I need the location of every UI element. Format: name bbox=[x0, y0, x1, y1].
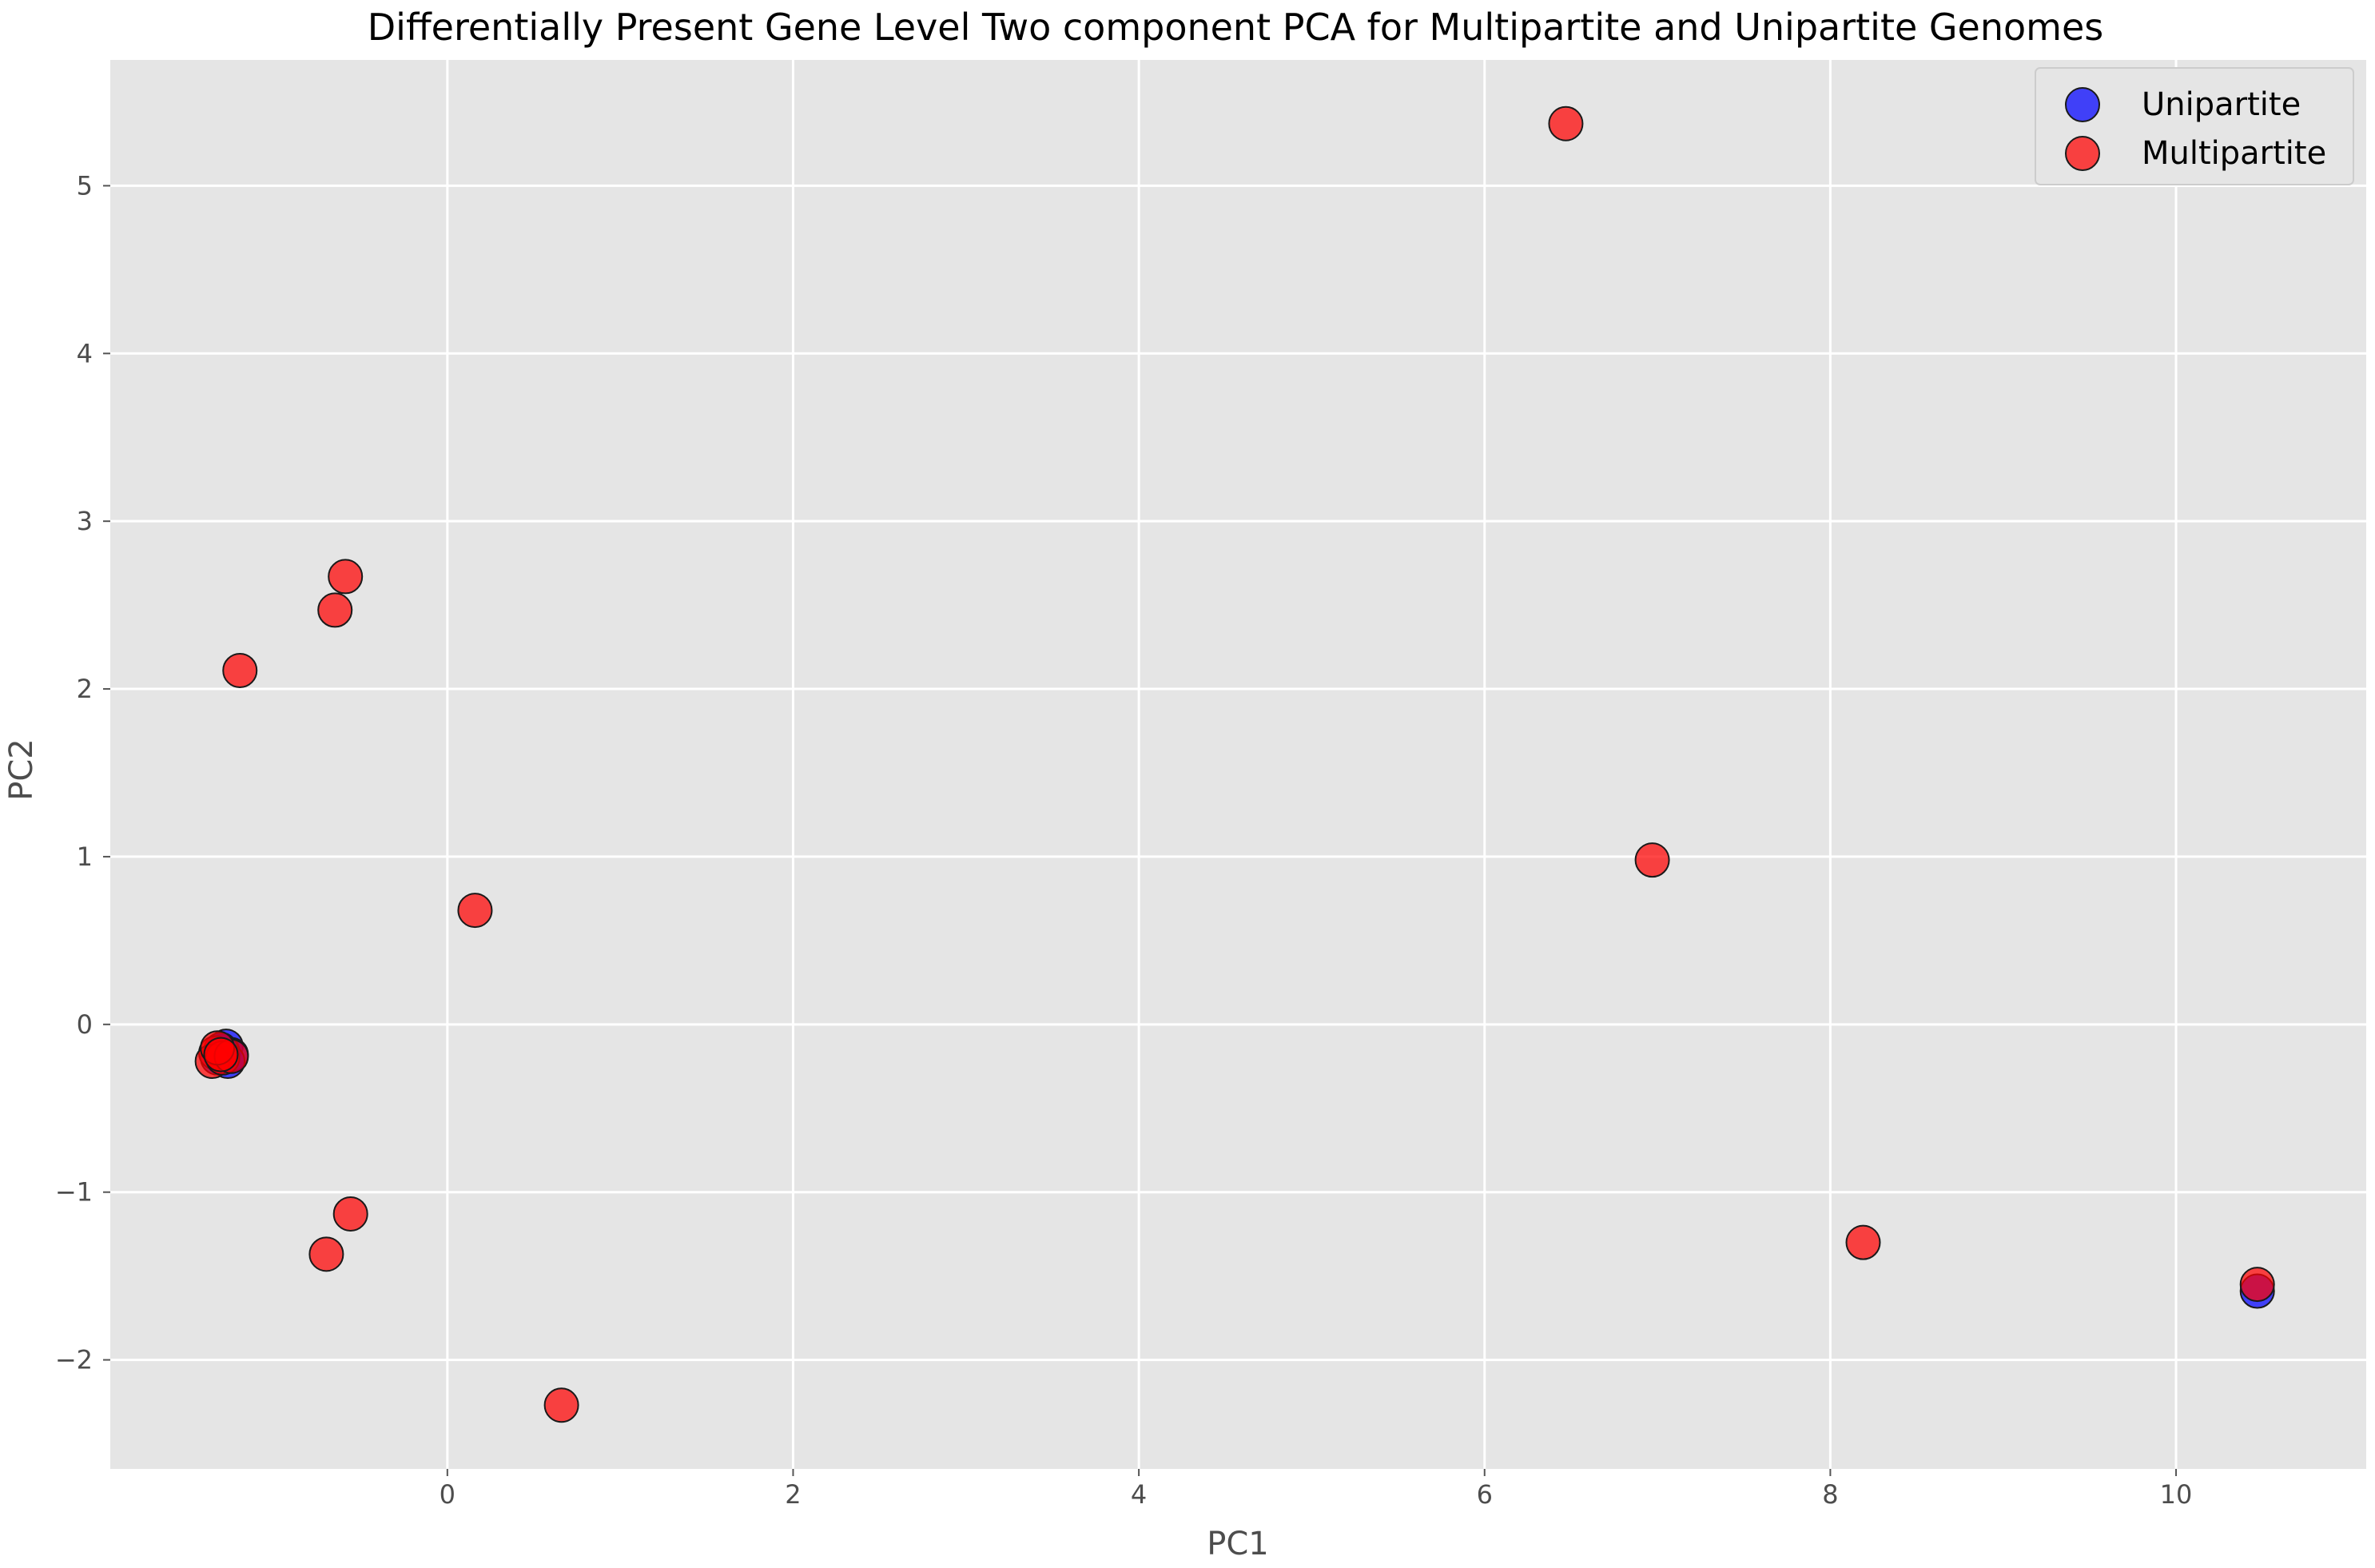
multipartite-point bbox=[317, 592, 353, 628]
multipartite-point bbox=[328, 559, 364, 595]
multipartite-point bbox=[308, 1236, 344, 1272]
multipartite-point bbox=[1548, 105, 1584, 141]
x-tick-label: 8 bbox=[1822, 1479, 1838, 1510]
multipartite-point bbox=[543, 1387, 579, 1423]
multipartite-point bbox=[457, 893, 493, 929]
multipartite-point bbox=[222, 652, 258, 688]
x-axis-label: PC1 bbox=[1207, 1526, 1269, 1562]
y-tick-label: 3 bbox=[77, 506, 93, 536]
x-tick-label: 0 bbox=[440, 1479, 456, 1510]
y-tick-label: 5 bbox=[77, 170, 93, 201]
legend: Unipartite Multipartite bbox=[2035, 67, 2354, 185]
legend-box bbox=[2035, 67, 2354, 185]
plot-area bbox=[110, 60, 2366, 1469]
legend-label-multipartite: Multipartite bbox=[2142, 135, 2326, 172]
legend-label-unipartite: Unipartite bbox=[2142, 86, 2301, 123]
data-points bbox=[194, 105, 2275, 1423]
multipartite-point bbox=[1845, 1224, 1881, 1260]
y-axis-ticks: −2 −1 0 1 2 3 4 5 bbox=[55, 170, 110, 1375]
grid-lines bbox=[110, 60, 2366, 1469]
x-tick-label: 4 bbox=[1131, 1479, 1147, 1510]
y-axis-label: PC2 bbox=[3, 738, 40, 801]
y-tick-label: 1 bbox=[77, 842, 93, 872]
multipartite-point bbox=[332, 1196, 368, 1232]
multipartite-point bbox=[203, 1037, 239, 1073]
legend-marker-multipartite bbox=[2065, 136, 2100, 171]
x-tick-label: 6 bbox=[1477, 1479, 1493, 1510]
y-tick-label: −1 bbox=[55, 1177, 93, 1208]
legend-marker-unipartite bbox=[2065, 87, 2100, 122]
y-tick-label: 2 bbox=[77, 674, 93, 704]
y-tick-label: 4 bbox=[77, 338, 93, 368]
x-axis-ticks: 0 2 4 6 8 10 bbox=[440, 1469, 2193, 1510]
x-tick-label: 2 bbox=[785, 1479, 801, 1510]
y-tick-label: 0 bbox=[77, 1009, 93, 1040]
x-tick-label: 10 bbox=[2160, 1479, 2193, 1510]
multipartite-point bbox=[2239, 1267, 2275, 1303]
multipartite-point bbox=[1634, 842, 1670, 878]
y-tick-label: −2 bbox=[55, 1345, 93, 1375]
chart-title: Differentially Present Gene Level Two co… bbox=[368, 6, 2103, 49]
